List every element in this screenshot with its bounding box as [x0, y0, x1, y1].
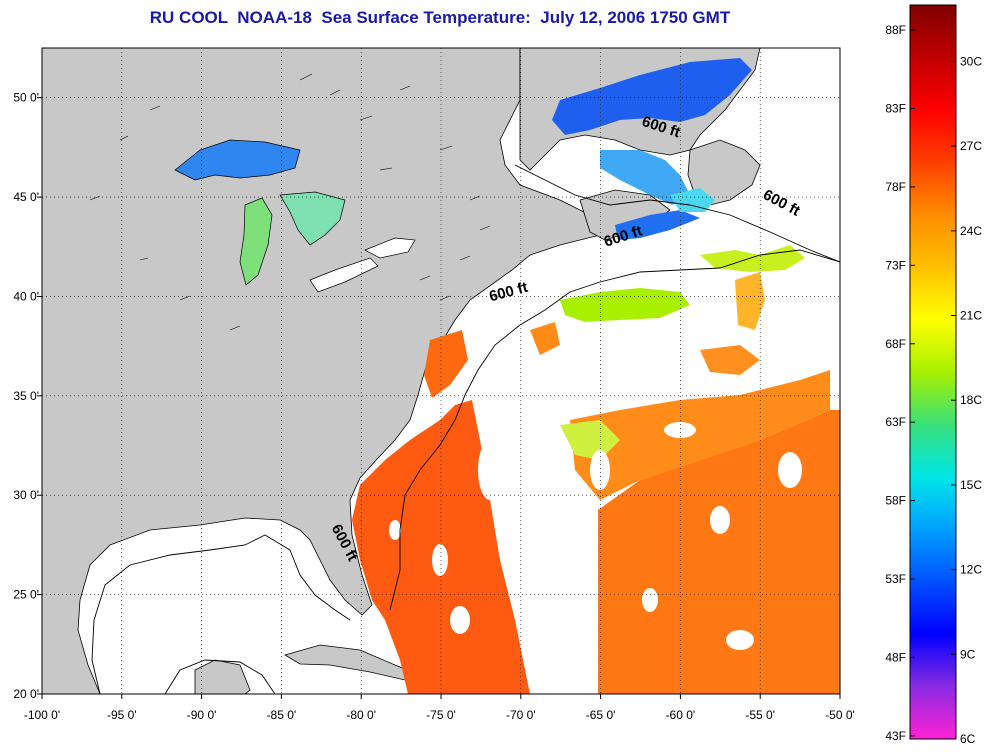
colorbar-f-label: 83F	[885, 102, 906, 116]
lon-tick-label: -50 0'	[825, 708, 855, 722]
lake-michigan	[239, 197, 273, 286]
coastline-detail	[89, 73, 491, 331]
colorbar-f-label: 48F	[885, 650, 906, 664]
lake-erie	[309, 257, 379, 293]
lake-superior	[174, 139, 301, 181]
map-grid	[41, 48, 841, 695]
lat-tick-label: 20 0'	[13, 687, 39, 701]
map-title: RU COOL NOAA-18 Sea Surface Temperature:…	[149, 8, 731, 27]
lat-tick-label: 45 0'	[13, 190, 39, 204]
isobath-600ft	[91, 164, 840, 694]
lon-tick-label: -60 0'	[666, 708, 696, 722]
colorbar-c-label: 27C	[960, 139, 982, 153]
land-newfoundland	[687, 139, 761, 206]
colorbar-f-label: 43F	[885, 729, 906, 743]
longitude-axis: -100 0' -95 0' -90 0' -85 0' -80 0' -75 0' -70…	[24, 694, 855, 722]
colorbar-f-label: 73F	[885, 258, 906, 272]
colorbar-c-label: 21C	[960, 309, 982, 323]
colorbar-c-label: 9C	[960, 647, 976, 661]
land-yucatan	[194, 659, 251, 694]
colorbar-f-label: 63F	[885, 415, 906, 429]
lake-huron	[279, 191, 346, 246]
lat-tick-label: 50 0'	[13, 91, 39, 105]
colorbar-celsius-labels: 30C 27C 24C 21C 18C 15C 12C 9C 6C	[951, 54, 982, 746]
lon-tick-label: -65 0'	[586, 708, 616, 722]
colorbar-c-label: 18C	[960, 393, 982, 407]
colorbar-c-label: 24C	[960, 224, 982, 238]
map-content	[42, 48, 840, 694]
colorbar-f-label: 88F	[885, 23, 906, 37]
lon-tick-label: -80 0'	[346, 708, 376, 722]
lon-tick-label: -55 0'	[745, 708, 775, 722]
lat-tick-label: 25 0'	[13, 588, 39, 602]
lat-tick-label: 40 0'	[13, 289, 39, 303]
colorbar-f-label: 58F	[885, 494, 906, 508]
colorbar-f-label: 68F	[885, 337, 906, 351]
colorbar: 88F 83F 78F 73F 68F 63F 58F 53F 48F 43F 30C 27C 24C…	[885, 4, 982, 746]
colorbar-f-label: 53F	[885, 572, 906, 586]
lat-tick-label: 35 0'	[13, 389, 39, 403]
lon-tick-label: -90 0'	[187, 708, 217, 722]
colorbar-fahrenheit-labels: 88F 83F 78F 73F 68F 63F 58F 53F 48F 43F	[885, 23, 915, 743]
colorbar-c-label: 15C	[960, 478, 982, 492]
great-lakes	[174, 139, 416, 293]
colorbar-c-label: 6C	[960, 732, 976, 746]
cold-water-north	[552, 58, 752, 240]
lon-tick-label: -75 0'	[426, 708, 456, 722]
latitude-axis: 20 0' 25 0' 30 0' 35 0' 40 0' 45 0' 50 0'	[13, 91, 42, 701]
colorbar-f-label: 78F	[885, 180, 906, 194]
lon-tick-label: -100 0'	[24, 708, 60, 722]
lon-tick-label: -85 0'	[267, 708, 297, 722]
cloud-gaps	[389, 422, 802, 670]
lon-tick-label: -70 0'	[506, 708, 536, 722]
colorbar-scale	[909, 4, 957, 740]
colorbar-c-label: 12C	[960, 563, 982, 577]
lake-ontario	[364, 237, 416, 259]
lon-tick-label: -95 0'	[107, 708, 137, 722]
lat-tick-label: 30 0'	[13, 488, 39, 502]
colorbar-c-label: 30C	[960, 54, 982, 68]
